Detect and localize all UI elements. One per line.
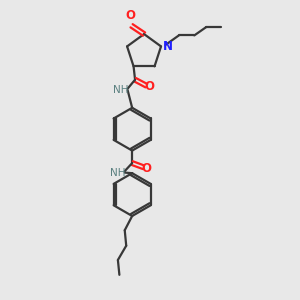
Text: O: O <box>125 9 135 22</box>
Text: O: O <box>144 80 154 93</box>
Text: NH: NH <box>110 168 126 178</box>
Text: O: O <box>141 162 152 175</box>
Text: NH: NH <box>113 85 128 95</box>
Text: N: N <box>163 40 172 53</box>
